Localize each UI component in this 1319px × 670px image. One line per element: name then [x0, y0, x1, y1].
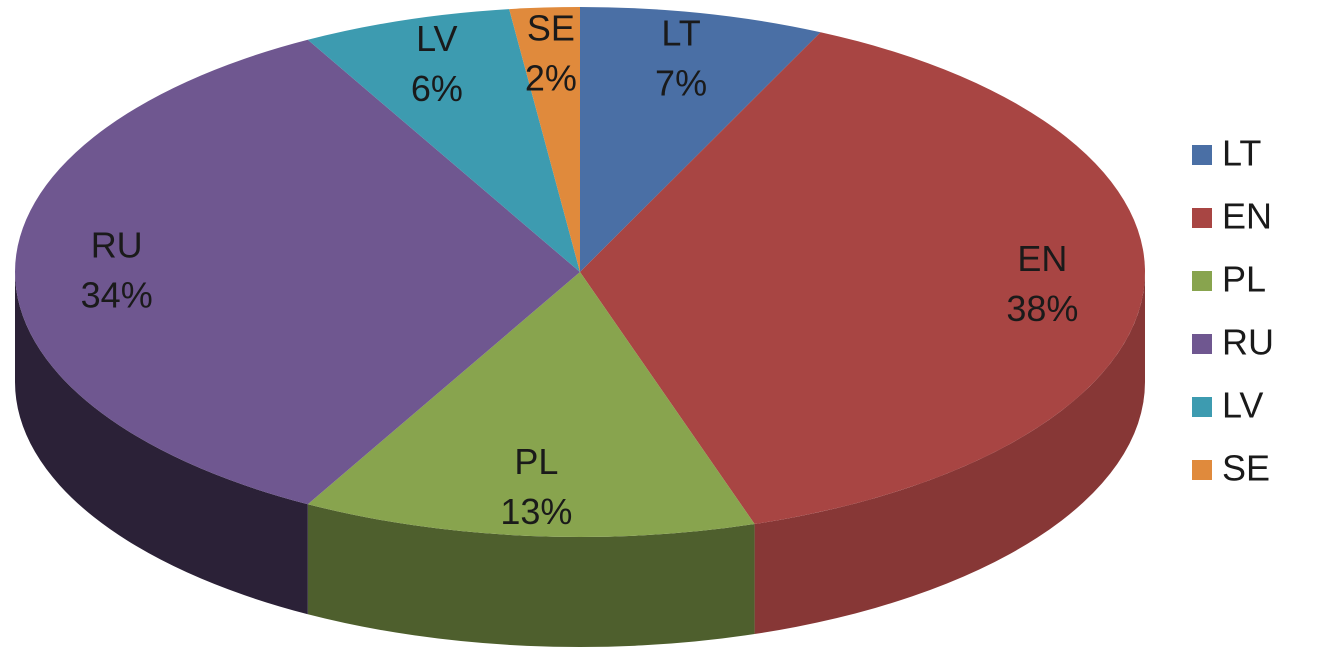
- legend-swatch: [1192, 397, 1212, 417]
- legend-label: SE: [1222, 448, 1270, 489]
- legend: LT EN PL RU LV SE: [1192, 133, 1274, 489]
- slice-side: [15, 272, 308, 615]
- slice-value-label: 6%: [411, 68, 463, 109]
- legend-swatch: [1192, 334, 1212, 354]
- slice-category-label: SE: [527, 8, 575, 49]
- slice-category-label: LV: [416, 18, 457, 59]
- pie-sides: [15, 272, 1145, 647]
- legend-label: EN: [1222, 196, 1272, 237]
- legend-swatch: [1192, 208, 1212, 228]
- slice-value-label: 34%: [81, 275, 153, 316]
- slice-category-label: PL: [514, 441, 558, 482]
- legend-label: PL: [1222, 259, 1266, 300]
- legend-swatch: [1192, 271, 1212, 291]
- slice: [580, 7, 821, 272]
- legend-swatch: [1192, 460, 1212, 480]
- data-labels: LT 7% EN 38% PL 13% RU 34% LV 6% SE 2%: [81, 8, 1079, 532]
- slice: [509, 7, 580, 272]
- slice-side: [307, 504, 755, 647]
- slice-category-label: EN: [1017, 238, 1067, 279]
- slice: [307, 272, 755, 537]
- slice-side: [754, 272, 1145, 635]
- slice: [307, 9, 580, 273]
- legend-label: RU: [1222, 322, 1274, 363]
- slice: [14, 39, 580, 505]
- slice-value-label: 38%: [1006, 288, 1078, 329]
- slice-category-label: LT: [661, 12, 700, 53]
- legend-label: LV: [1222, 385, 1263, 426]
- slice-value-label: 7%: [655, 62, 707, 103]
- slice-category-label: RU: [91, 225, 143, 266]
- legend-swatch: [1192, 145, 1212, 165]
- pie-tops: [14, 7, 1146, 537]
- slice: [580, 32, 1146, 525]
- slice-value-label: 13%: [500, 491, 572, 532]
- slice-value-label: 2%: [525, 58, 577, 99]
- legend-label: LT: [1222, 133, 1261, 174]
